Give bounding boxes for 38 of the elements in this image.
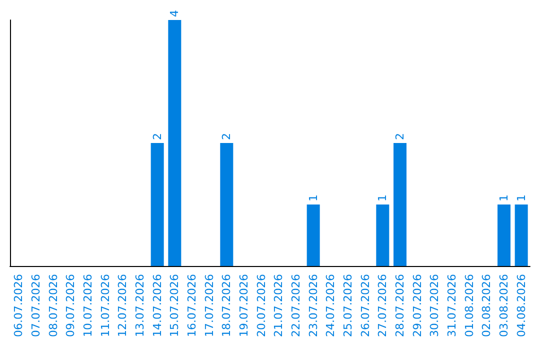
data-label: 4	[168, 10, 182, 17]
x-tick-label: 28.07.2026	[394, 274, 406, 338]
x-tick-label: 21.07.2026	[272, 274, 286, 338]
x-tick-label: 10.07.2026	[82, 274, 94, 338]
x-tick-label: 15.07.2026	[168, 274, 182, 338]
data-label: 2	[220, 133, 234, 140]
x-tick-label: 08.07.2026	[46, 274, 60, 338]
x-tick-label: 09.07.2026	[64, 274, 78, 338]
x-tick-label: 22.07.2026	[290, 274, 302, 338]
x-tick-label: 17.07.2026	[202, 274, 216, 338]
x-tick-label: 25.07.2026	[342, 274, 354, 338]
x-tick-label: 02.08.2026	[480, 274, 494, 338]
x-tick-label: 06.07.2026	[12, 274, 26, 338]
x-tick-label: 04.08.2026	[514, 274, 528, 338]
x-tick-label: 01.08.2026	[462, 274, 476, 338]
data-label: 1	[376, 194, 390, 202]
x-tick-label: 12.07.2026	[116, 274, 130, 338]
data-label: 2	[394, 133, 406, 140]
x-tick-label: 20.07.2026	[254, 274, 268, 338]
x-tick-label: 13.07.2026	[134, 274, 146, 338]
data-label: 1	[514, 194, 528, 202]
x-tick-label: 19.07.2026	[238, 274, 250, 338]
x-tick-label: 27.07.2026	[376, 274, 390, 338]
data-label: 2	[150, 133, 164, 140]
x-tick-label: 16.07.2026	[186, 274, 198, 338]
x-tick-label: 24.07.2026	[324, 274, 338, 338]
x-tick-label: 23.07.2026	[306, 274, 320, 338]
x-tick-label: 11.07.2026	[98, 274, 112, 338]
x-tick-label: 29.07.2026	[410, 274, 424, 338]
x-tick-label: 14.07.2026	[150, 274, 164, 338]
x-tick-label: 30.07.2026	[428, 274, 442, 338]
x-tick-label: 26.07.2026	[358, 274, 372, 338]
x-tick-label: 07.07.2026	[30, 274, 42, 338]
data-label: 1	[498, 194, 510, 202]
x-tick-label: 31.07.2026	[446, 274, 458, 338]
x-tick-label: 03.08.2026	[498, 274, 510, 338]
data-label: 1	[306, 194, 320, 202]
x-tick-label: 18.07.2026	[220, 274, 234, 338]
